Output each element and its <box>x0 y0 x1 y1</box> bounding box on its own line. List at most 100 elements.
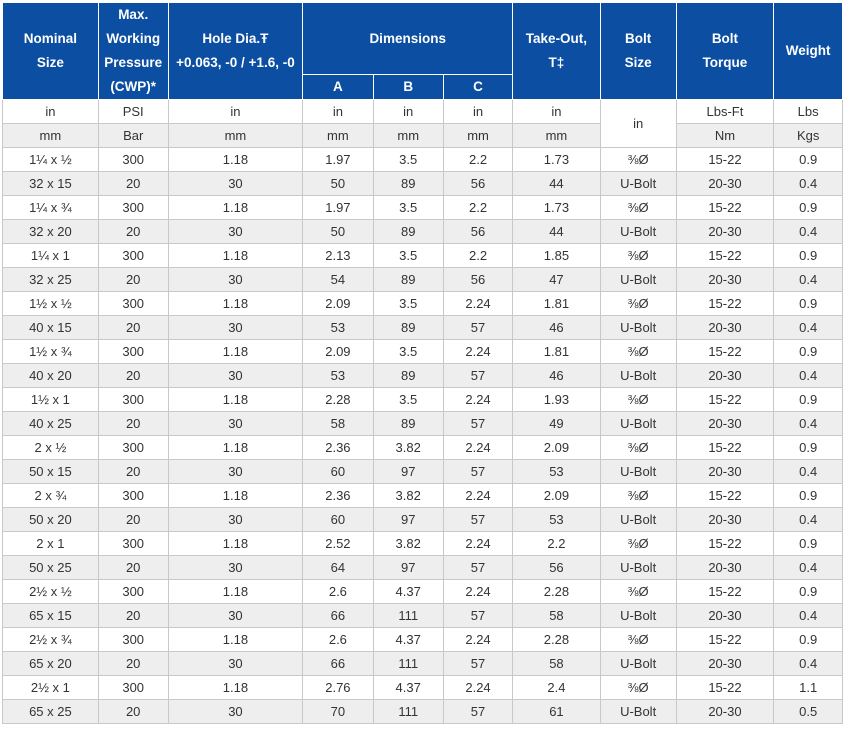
table-cell: 20 <box>97 171 169 196</box>
table-row: 50 x 20 20 30 60 97 57 53 U-Bolt 20-30 0.4 <box>2 507 843 532</box>
table-cell: 57 <box>442 699 514 724</box>
unit-cell: in <box>372 99 444 124</box>
table-cell: 89 <box>372 363 444 388</box>
table-cell: 0.4 <box>773 651 843 676</box>
table-cell: 30 <box>167 459 304 484</box>
unit-cell: mm <box>372 123 444 148</box>
table-cell: 20 <box>97 459 169 484</box>
table-row: 1¼ x 1 300 1.18 2.13 3.5 2.2 1.85 ⅜Ø 15-22 0.9 <box>2 243 843 268</box>
table-cell: 30 <box>167 267 304 292</box>
table-cell: 89 <box>372 411 444 436</box>
table-cell: 3.82 <box>372 483 444 508</box>
table-cell: 0.4 <box>773 363 843 388</box>
table-cell: 2.24 <box>442 435 514 460</box>
table-cell: 40 x 20 <box>2 363 99 388</box>
table-cell: 20 <box>97 219 169 244</box>
table-cell: 50 x 15 <box>2 459 99 484</box>
table-cell: 2½ x ½ <box>2 579 99 604</box>
table-cell: ⅜Ø <box>599 147 677 172</box>
table-row: 2½ x ½ 300 1.18 2.6 4.37 2.24 2.28 ⅜Ø 15-22 0.9 <box>2 579 843 604</box>
table-cell: 2.09 <box>512 483 601 508</box>
table-row: 2 x ½ 300 1.18 2.36 3.82 2.24 2.09 ⅜Ø 15-22 0.9 <box>2 435 843 460</box>
table-row: 40 x 20 20 30 53 89 57 46 U-Bolt 20-30 0.4 <box>2 363 843 388</box>
table-cell: 20-30 <box>675 555 775 580</box>
table-cell: 2.36 <box>302 435 374 460</box>
table-row: 1½ x ¾ 300 1.18 2.09 3.5 2.24 1.81 ⅜Ø 15-22 0.9 <box>2 339 843 364</box>
header-hole-dia: Hole Dia.Ŧ +0.063, -0 / +1.6, -0 <box>167 2 304 100</box>
table-cell: 65 x 20 <box>2 651 99 676</box>
table-row: 50 x 15 20 30 60 97 57 53 U-Bolt 20-30 0.4 <box>2 459 843 484</box>
table-cell: 3.5 <box>372 387 444 412</box>
table-cell: 32 x 20 <box>2 219 99 244</box>
table-cell: 2.6 <box>302 579 374 604</box>
table-cell: ⅜Ø <box>599 243 677 268</box>
table-cell: 2½ x ¾ <box>2 627 99 652</box>
table-cell: 20-30 <box>675 411 775 436</box>
table-cell: 66 <box>302 651 374 676</box>
table-cell: U-Bolt <box>599 411 677 436</box>
unit-cell: mm <box>2 123 99 148</box>
table-cell: 57 <box>442 411 514 436</box>
table-cell: 20 <box>97 363 169 388</box>
table-cell: 4.37 <box>372 675 444 700</box>
table-cell: 57 <box>442 363 514 388</box>
table-cell: 1.97 <box>302 147 374 172</box>
table-cell: 30 <box>167 171 304 196</box>
table-cell: 20-30 <box>675 171 775 196</box>
table-cell: 2 x ½ <box>2 435 99 460</box>
table-cell: 57 <box>442 507 514 532</box>
table-cell: 58 <box>512 651 601 676</box>
table-cell: 53 <box>512 507 601 532</box>
table-cell: 20-30 <box>675 219 775 244</box>
table-cell: 20 <box>97 555 169 580</box>
table-cell: U-Bolt <box>599 459 677 484</box>
table-cell: 2.76 <box>302 675 374 700</box>
table-cell: 15-22 <box>675 483 775 508</box>
table-cell: 0.9 <box>773 291 843 316</box>
table-cell: ⅜Ø <box>599 627 677 652</box>
table-cell: 40 x 15 <box>2 315 99 340</box>
table-cell: 30 <box>167 315 304 340</box>
table-cell: 111 <box>372 603 444 628</box>
table-row: 2 x 1 300 1.18 2.52 3.82 2.24 2.2 ⅜Ø 15-22 0.9 <box>2 531 843 556</box>
table-cell: 1.18 <box>167 579 304 604</box>
table-cell: 1.18 <box>167 627 304 652</box>
table-cell: 20-30 <box>675 315 775 340</box>
table-row: 32 x 20 20 30 50 89 56 44 U-Bolt 20-30 0.4 <box>2 219 843 244</box>
table-cell: 2.36 <box>302 483 374 508</box>
table-cell: 2.24 <box>442 627 514 652</box>
table-cell: 46 <box>512 363 601 388</box>
table-cell: 89 <box>372 219 444 244</box>
table-cell: 0.4 <box>773 459 843 484</box>
table-cell: 64 <box>302 555 374 580</box>
unit-cell: Bar <box>97 123 169 148</box>
table-cell: 44 <box>512 219 601 244</box>
table-cell: 300 <box>97 195 169 220</box>
table-cell: 50 <box>302 171 374 196</box>
table-cell: 89 <box>372 171 444 196</box>
table-cell: 300 <box>97 579 169 604</box>
header-nominal-size: Nominal Size <box>2 2 99 100</box>
table-cell: 2.2 <box>442 243 514 268</box>
table-cell: 53 <box>302 315 374 340</box>
table-cell: U-Bolt <box>599 651 677 676</box>
table-cell: 20 <box>97 507 169 532</box>
table-cell: 1.73 <box>512 195 601 220</box>
table-cell: 4.37 <box>372 579 444 604</box>
table-cell: 1.18 <box>167 483 304 508</box>
header-cwp-line-3: Pressure <box>104 55 163 70</box>
header-dim-a: A <box>302 74 374 100</box>
table-cell: 0.9 <box>773 387 843 412</box>
table-cell: 1.18 <box>167 291 304 316</box>
header-bolt-size: Bolt Size <box>599 2 677 100</box>
table-cell: 15-22 <box>675 243 775 268</box>
table-cell: 111 <box>372 699 444 724</box>
table-cell: 54 <box>302 267 374 292</box>
table-cell: 65 x 15 <box>2 603 99 628</box>
table-cell: 15-22 <box>675 579 775 604</box>
table-cell: ⅜Ø <box>599 435 677 460</box>
table-cell: 2.13 <box>302 243 374 268</box>
unit-cell: Nm <box>675 123 775 148</box>
table-cell: 57 <box>442 555 514 580</box>
